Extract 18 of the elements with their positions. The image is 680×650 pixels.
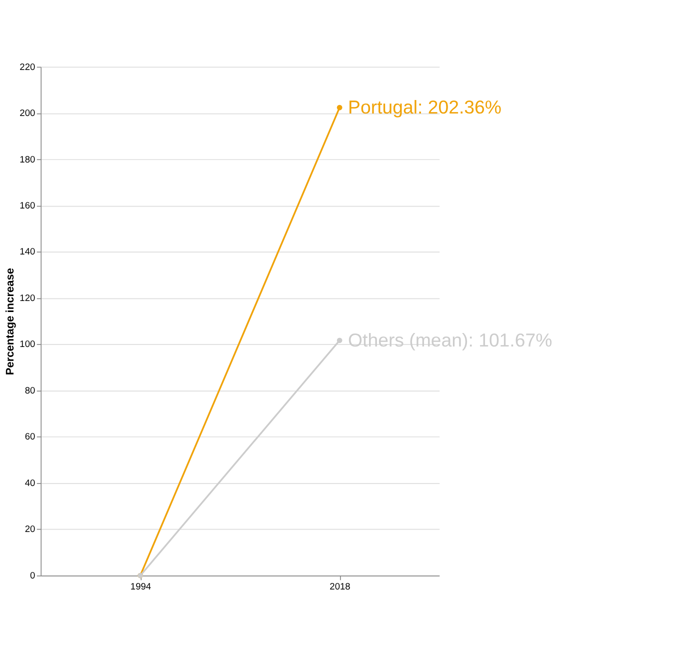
y-tick-label: 100 — [20, 339, 36, 350]
y-tick-label: 140 — [20, 246, 36, 257]
y-tick-label: 220 — [20, 62, 36, 72]
y-tick-label: 60 — [24, 432, 36, 442]
y-tick-label: 120 — [20, 292, 36, 303]
y-tick-label: 20 — [24, 524, 36, 534]
point — [336, 104, 342, 110]
data-label: Portugal: 202.36% — [348, 96, 502, 118]
y-tick-label: 80 — [24, 385, 36, 396]
x-tick-label: 1994 — [130, 582, 152, 592]
y-tick-label: 0 — [30, 570, 36, 580]
x-tick-label: 2018 — [330, 582, 350, 592]
y-tick-label: 200 — [20, 108, 36, 118]
point — [336, 338, 342, 344]
y-tick-label: 40 — [24, 478, 36, 488]
y-tick-label: 180 — [20, 154, 36, 164]
y-axis-title: Percentage increase — [4, 268, 17, 376]
y-tick-label: 160 — [20, 200, 36, 210]
